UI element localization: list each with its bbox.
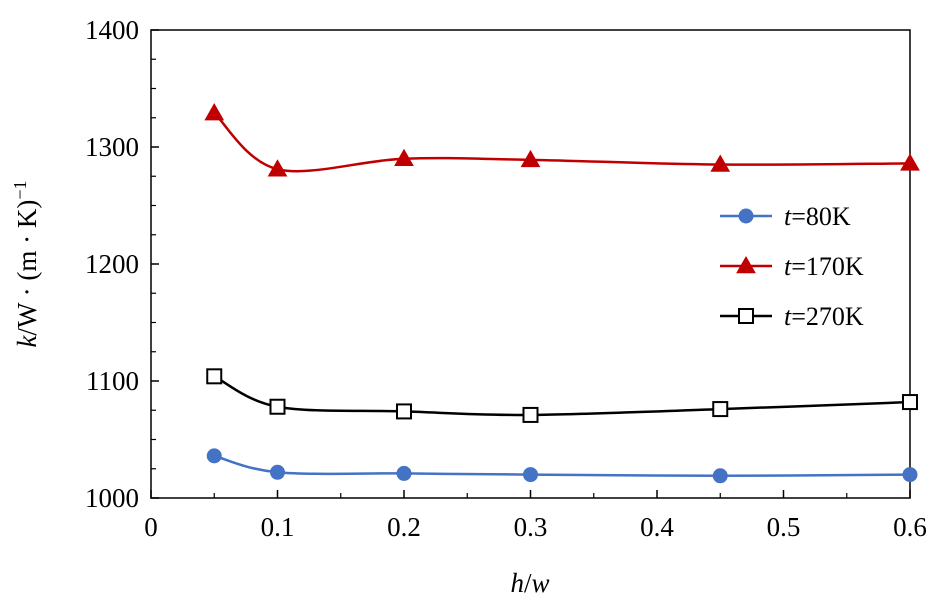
axes: 0 0.1 0.2 0.3 0.4 0.5 0.6 1000 1100 1200 1300 1400 <box>85 15 927 542</box>
series-line <box>213 112 911 173</box>
data-point <box>520 149 541 168</box>
series-80k <box>206 448 918 484</box>
legend-label: t=270K <box>784 302 864 331</box>
data-point <box>269 398 286 415</box>
x-tick-label: 0.1 <box>261 512 295 542</box>
legend-item: t=170K <box>720 252 864 281</box>
x-axis-title: h/w <box>510 568 549 598</box>
legend-label-value: =80K <box>791 202 851 231</box>
legend-label-var: t <box>784 202 792 231</box>
data-point <box>267 159 288 177</box>
legend-marker <box>738 308 754 324</box>
data-point <box>902 467 918 483</box>
data-point <box>712 401 729 418</box>
x-tick-label: 0.6 <box>893 512 927 542</box>
x-tick-label: 0.3 <box>514 512 548 542</box>
data-point <box>204 103 225 121</box>
legend-label-var: t <box>784 252 792 281</box>
legend-label: t=170K <box>784 252 864 281</box>
data-point <box>523 467 538 483</box>
x-tick-label: 0.2 <box>387 512 421 542</box>
legend-label-var: t <box>784 302 792 331</box>
data-point <box>710 154 731 172</box>
data-point <box>206 448 222 464</box>
y-tick-label: 1000 <box>85 483 139 513</box>
legend-item: t=270K <box>720 302 864 331</box>
y-tick-label: 1100 <box>86 366 139 396</box>
data-point <box>396 403 412 420</box>
data-point <box>900 153 920 171</box>
legend-marker <box>736 255 756 274</box>
legend-label-value: =170K <box>791 252 864 281</box>
series-line <box>213 454 911 478</box>
series-270k <box>206 368 918 423</box>
data-point <box>206 368 223 385</box>
x-tick-label: 0.4 <box>640 512 674 542</box>
y-tick-label: 1300 <box>85 132 139 162</box>
x-tick-label: 0 <box>144 512 158 542</box>
data-point <box>396 465 412 481</box>
y-axis-title: k/W · (m · K)−1 <box>10 180 42 347</box>
y-axis-title-var: k <box>12 335 42 348</box>
data-point <box>522 406 539 423</box>
data-point <box>270 464 285 480</box>
x-axis-title-sep: / <box>524 568 532 598</box>
y-tick-label: 1200 <box>85 249 139 279</box>
legend-marker <box>738 208 754 224</box>
legend-item: t=80K <box>720 202 851 231</box>
data-point <box>902 394 918 411</box>
legend-label-value: =270K <box>791 302 864 331</box>
x-axis-title-var: h <box>510 568 524 598</box>
legend-label: t=80K <box>784 202 851 231</box>
data-point <box>394 148 414 166</box>
y-tick-label: 1400 <box>85 15 139 45</box>
y-axis-title-sup: −1 <box>10 180 30 199</box>
x-axis-title-var2: w <box>532 568 550 598</box>
series-line <box>213 375 911 417</box>
series-170k <box>204 103 920 177</box>
data-point <box>712 468 728 484</box>
y-axis-title-rest: /W · (m · K) <box>12 200 42 336</box>
x-tick-label: 0.5 <box>767 512 801 542</box>
series-layer <box>204 103 920 484</box>
